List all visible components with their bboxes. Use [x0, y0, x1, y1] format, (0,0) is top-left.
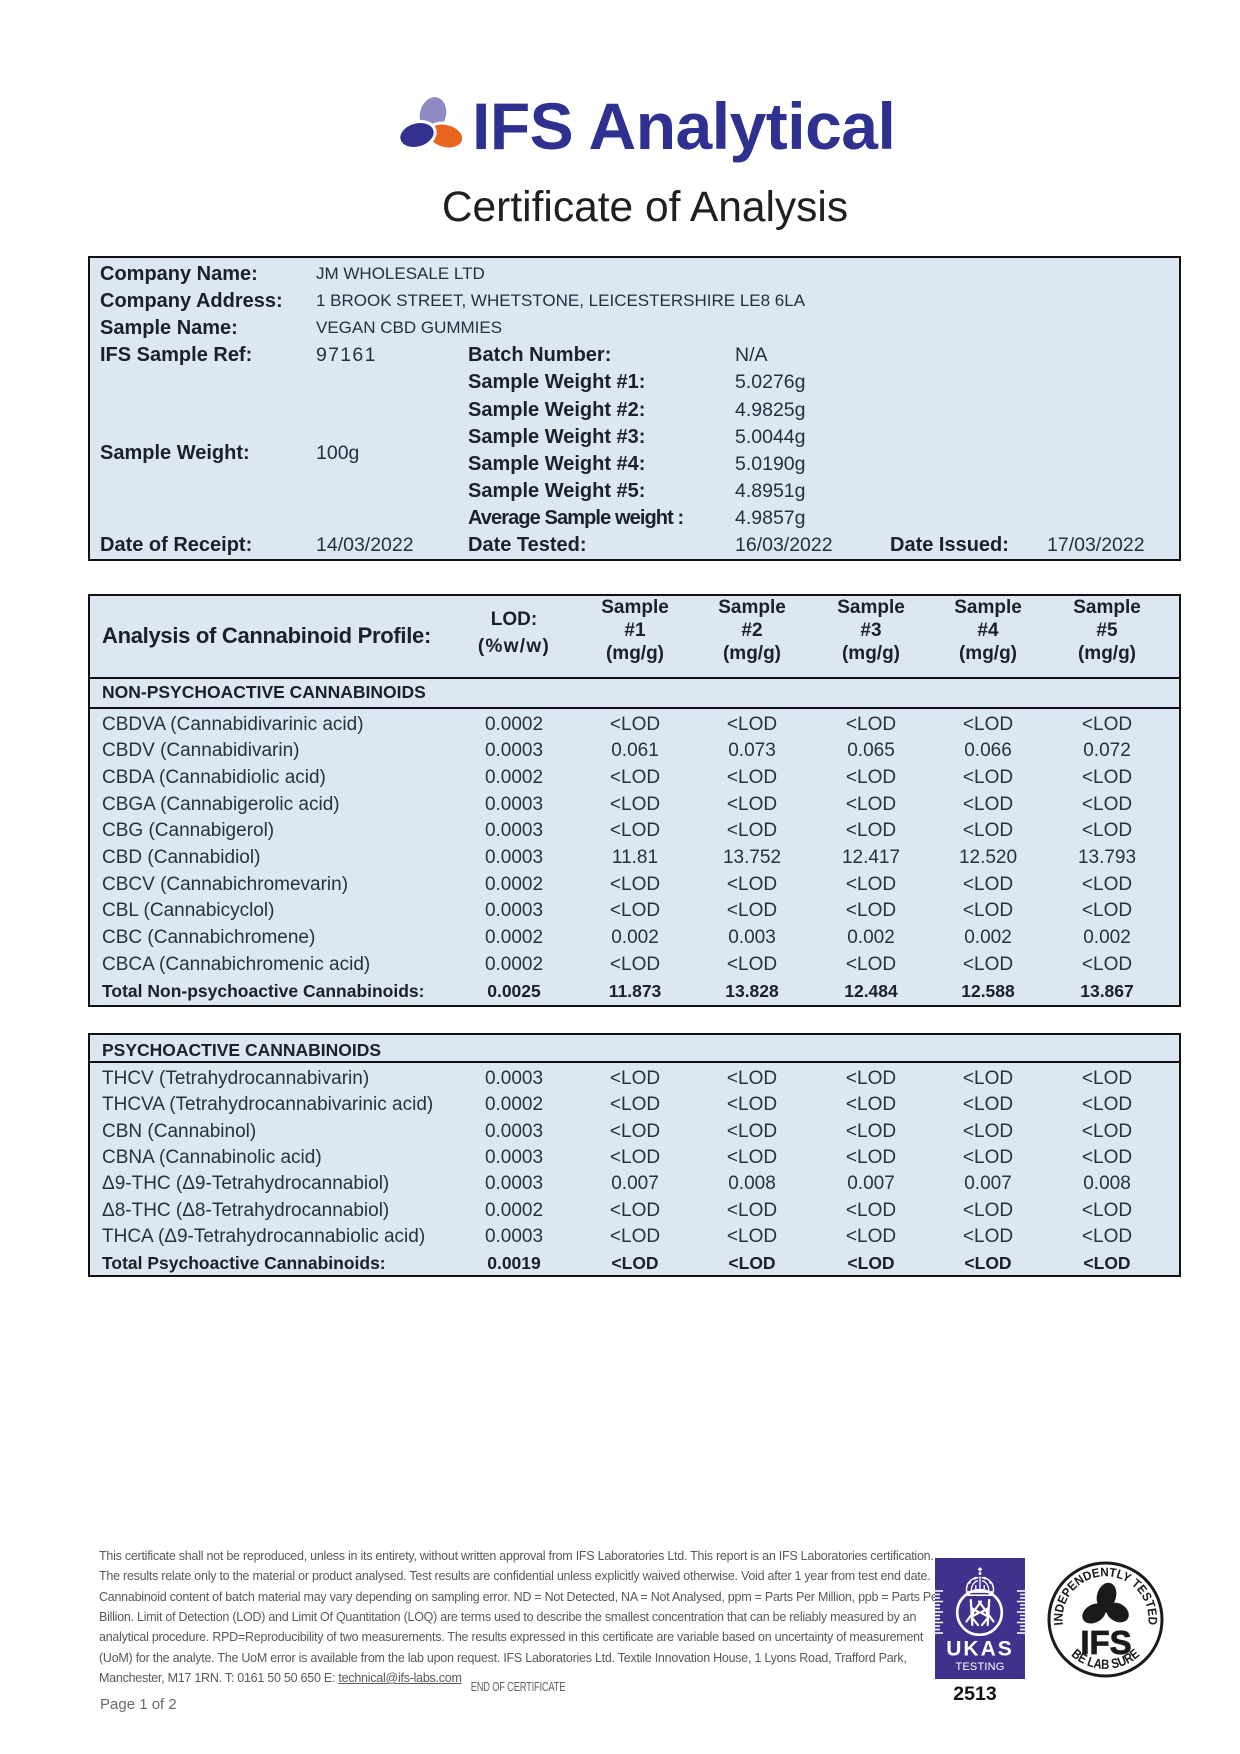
svg-text:IFS: IFS — [1080, 1624, 1131, 1661]
svg-text:UKAS: UKAS — [946, 1638, 1014, 1661]
svg-text:TESTING: TESTING — [955, 1661, 1004, 1673]
